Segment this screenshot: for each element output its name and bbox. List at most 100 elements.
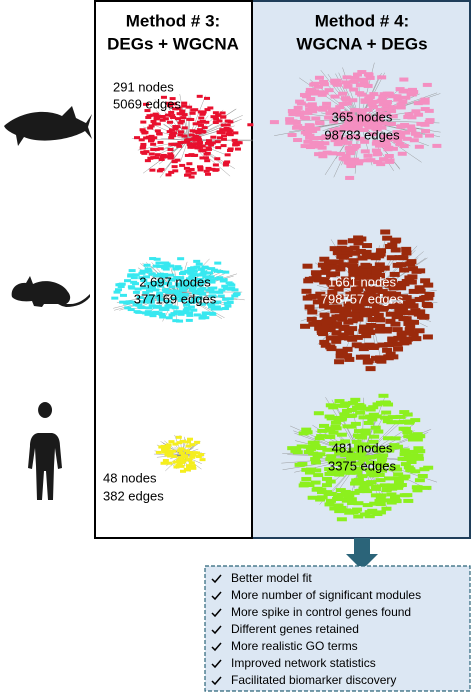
node (359, 442, 370, 447)
node (147, 286, 155, 290)
node (310, 480, 321, 485)
node (379, 415, 390, 420)
node (199, 119, 206, 123)
node (402, 493, 413, 498)
node (382, 294, 393, 300)
nodes-label: 2,697 nodes (139, 274, 211, 289)
node (396, 102, 406, 107)
node (169, 97, 176, 101)
node (404, 327, 415, 333)
node (181, 126, 188, 130)
node (148, 124, 155, 128)
node (365, 444, 376, 449)
node (357, 300, 368, 306)
node (342, 424, 353, 429)
node (389, 271, 400, 277)
node (400, 426, 411, 431)
node (396, 262, 407, 268)
node (395, 414, 406, 419)
node (161, 266, 169, 270)
node (329, 246, 340, 252)
node (299, 115, 309, 120)
node (367, 316, 378, 322)
node (310, 457, 321, 462)
node (366, 455, 377, 460)
node (317, 262, 328, 268)
node (374, 499, 385, 504)
node (351, 478, 362, 483)
node (379, 298, 390, 304)
node (412, 488, 423, 493)
node (222, 270, 230, 274)
node (171, 296, 179, 300)
node (311, 116, 321, 121)
edges-label: 798757 edges (321, 291, 404, 306)
node (213, 117, 220, 121)
node (167, 147, 174, 151)
node (222, 163, 229, 167)
node (405, 323, 416, 329)
node (140, 150, 147, 154)
node (200, 149, 207, 153)
node (164, 445, 171, 449)
node (417, 473, 428, 478)
node (413, 453, 424, 458)
node (322, 476, 333, 481)
node (113, 290, 121, 294)
node (378, 94, 388, 99)
node (336, 432, 347, 437)
node (362, 243, 373, 249)
node (188, 461, 195, 465)
node (332, 82, 342, 87)
node (315, 144, 325, 149)
node (381, 139, 391, 144)
node (351, 308, 362, 314)
node (184, 173, 191, 177)
node (180, 293, 188, 297)
node (307, 309, 318, 315)
node (378, 121, 388, 126)
node (216, 290, 224, 294)
node (220, 144, 227, 148)
node (184, 138, 191, 142)
node (337, 335, 348, 341)
benefit-item: Facilitated biomarker discovery (231, 673, 396, 687)
node (166, 291, 174, 295)
node (153, 114, 160, 118)
node (300, 130, 310, 135)
node (179, 460, 186, 464)
node (407, 310, 418, 316)
node (300, 144, 310, 149)
node (330, 271, 341, 277)
node (393, 346, 404, 352)
method-title: Method # 4: (315, 11, 409, 30)
node (187, 145, 194, 149)
node (301, 94, 311, 99)
node (297, 462, 308, 467)
node (360, 262, 371, 268)
node (324, 426, 335, 431)
node (368, 473, 379, 478)
node (384, 154, 394, 159)
node (357, 268, 368, 274)
node (380, 229, 391, 235)
node (210, 307, 218, 311)
node (177, 456, 184, 460)
node (353, 316, 364, 322)
node (156, 272, 164, 276)
node (153, 117, 160, 121)
node (309, 440, 320, 445)
node (398, 99, 408, 104)
node (311, 274, 322, 280)
node (372, 286, 383, 292)
node (207, 106, 214, 110)
node (200, 270, 208, 274)
node (310, 81, 320, 86)
node (366, 460, 377, 465)
node (148, 137, 155, 141)
node (406, 459, 417, 464)
node (165, 282, 173, 286)
node (199, 302, 207, 306)
node (207, 302, 215, 306)
node (378, 102, 388, 107)
